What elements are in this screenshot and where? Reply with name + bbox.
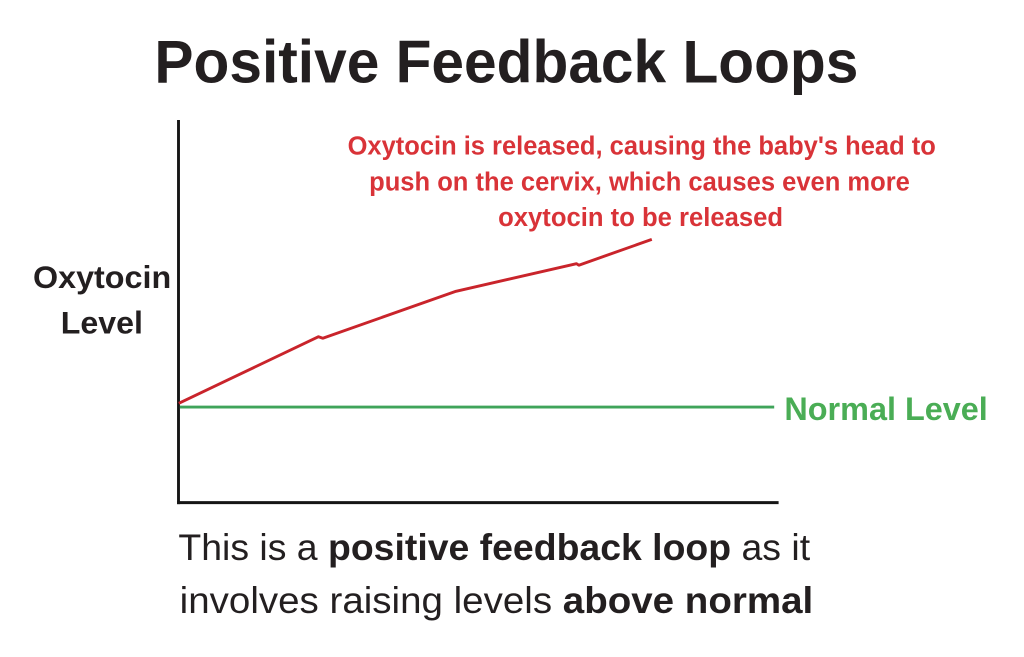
svg-text:Normal Level: Normal Level bbox=[784, 391, 987, 427]
svg-text:positive feedback loop: positive feedback loop bbox=[328, 526, 731, 568]
svg-text:This is a: This is a bbox=[178, 526, 317, 568]
svg-text:as it: as it bbox=[742, 526, 811, 568]
svg-text:Oxytocin is released, causing: Oxytocin is released, causing the baby's… bbox=[348, 130, 936, 160]
svg-text:oxytocin to be released: oxytocin to be released bbox=[498, 202, 783, 232]
svg-text:Level: Level bbox=[61, 304, 143, 340]
svg-text:Positive Feedback Loops: Positive Feedback Loops bbox=[154, 28, 858, 96]
svg-text:push on the cervix, which caus: push on the cervix, which causes even mo… bbox=[369, 167, 910, 197]
svg-text:Oxytocin: Oxytocin bbox=[33, 259, 171, 295]
svg-text:involves raising levels: involves raising levels bbox=[180, 579, 552, 621]
svg-text:above normal: above normal bbox=[563, 579, 813, 621]
